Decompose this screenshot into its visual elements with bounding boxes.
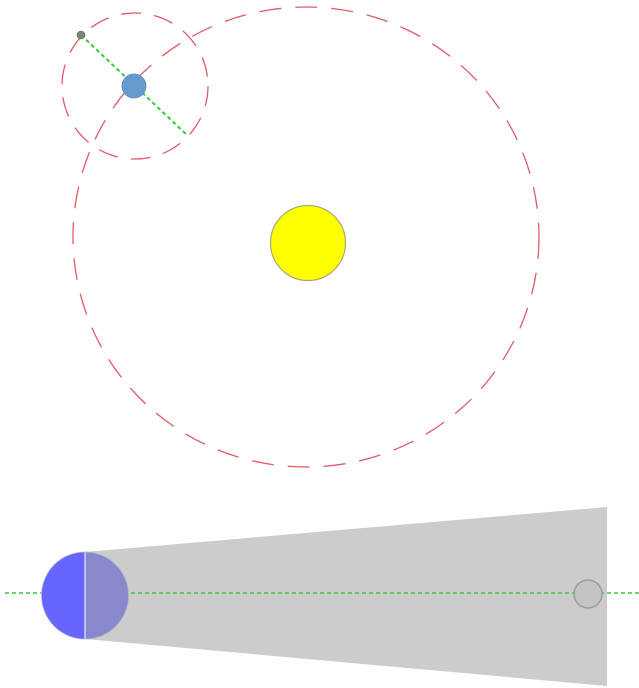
earth-day-side — [41, 552, 85, 639]
shadow-cone — [85, 507, 607, 686]
earth-orbit — [72, 6, 540, 468]
earth-icon — [121, 73, 147, 99]
moon-orbit — [61, 12, 209, 160]
sun-icon — [269, 204, 347, 282]
earth-night-side — [85, 552, 129, 639]
shadow-view — [5, 507, 639, 686]
earth-outline — [41, 551, 129, 640]
moon-icon — [76, 30, 86, 40]
moon-in-shadow-icon — [573, 579, 603, 609]
orbital-view — [61, 6, 540, 468]
